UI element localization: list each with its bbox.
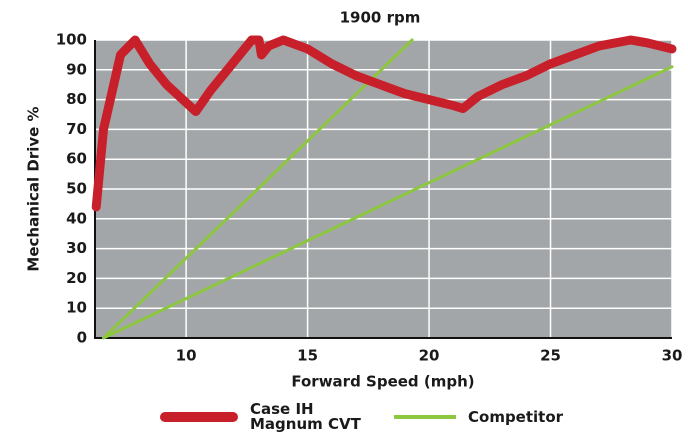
y-axis-label: Mechanical Drive % (25, 106, 43, 271)
y-tick-label: 100 (56, 31, 87, 49)
legend-label: Case IH Magnum CVT (250, 400, 361, 433)
x-tick-label: 20 (419, 347, 440, 365)
x-tick-label: 25 (540, 347, 561, 365)
x-tick-label: 10 (176, 347, 197, 365)
legend: Case IH Magnum CVT Competitor (160, 402, 563, 432)
chart-title: 1900 rpm (340, 9, 421, 27)
y-tick-label: 90 (66, 60, 87, 78)
legend-swatch (160, 412, 238, 422)
y-tick-label: 70 (66, 120, 87, 138)
y-tick-label: 50 (66, 180, 87, 198)
legend-swatch (394, 415, 456, 419)
series-line (91, 35, 677, 212)
x-tick-label: 30 (662, 347, 683, 365)
y-tick-label: 80 (66, 90, 87, 108)
axis-frame (94, 40, 672, 339)
y-tick-label: 20 (66, 269, 87, 287)
y-tick-label: 40 (66, 209, 87, 227)
series-line (102, 38, 674, 340)
y-tick-label: 10 (66, 299, 87, 317)
x-axis-label: Forward Speed (mph) (291, 373, 474, 391)
y-tick-label: 0 (77, 329, 87, 347)
y-tick-label: 30 (66, 239, 87, 257)
x-tick-label: 15 (297, 347, 318, 365)
legend-label: Competitor (468, 408, 564, 426)
y-tick-label: 60 (66, 150, 87, 168)
